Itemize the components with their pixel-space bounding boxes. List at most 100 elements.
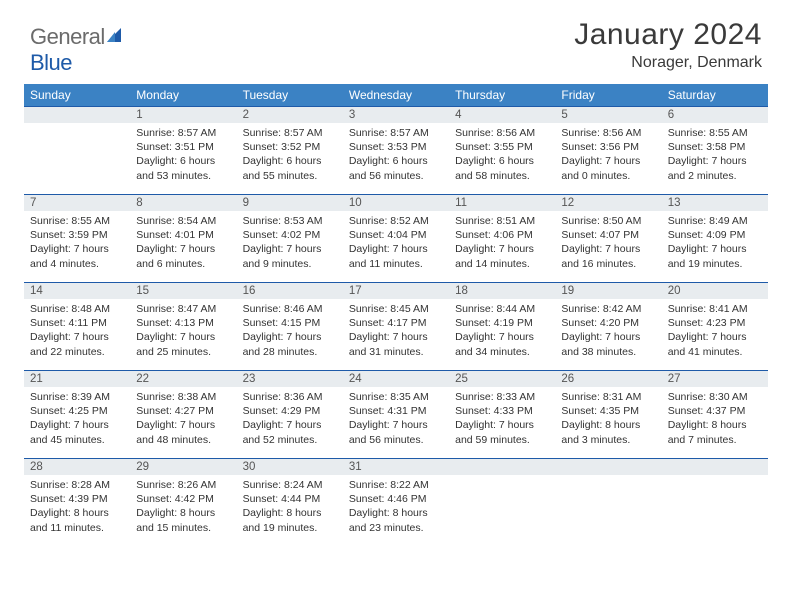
daylight-line: Daylight: 8 hours and 3 minutes. [561,418,655,446]
sunset-line: Sunset: 4:19 PM [455,316,549,330]
sunset-line: Sunset: 4:13 PM [136,316,230,330]
calendar-cell: 28Sunrise: 8:28 AMSunset: 4:39 PMDayligh… [24,458,130,546]
day-number: 27 [662,370,768,387]
day-number: 10 [343,194,449,211]
sunrise-line: Sunrise: 8:52 AM [349,214,443,228]
day-details: Sunrise: 8:57 AMSunset: 3:53 PMDaylight:… [343,123,449,187]
calendar-cell: 23Sunrise: 8:36 AMSunset: 4:29 PMDayligh… [237,370,343,458]
calendar-cell: 2Sunrise: 8:57 AMSunset: 3:52 PMDaylight… [237,106,343,194]
daylight-line: Daylight: 8 hours and 11 minutes. [30,506,124,534]
calendar-cell [555,458,661,546]
calendar-header-row: SundayMondayTuesdayWednesdayThursdayFrid… [24,84,768,106]
sunrise-line: Sunrise: 8:48 AM [30,302,124,316]
sunset-line: Sunset: 4:02 PM [243,228,337,242]
day-details: Sunrise: 8:24 AMSunset: 4:44 PMDaylight:… [237,475,343,539]
logo-word-blue: Blue [30,50,72,75]
day-number: 24 [343,370,449,387]
day-number: 11 [449,194,555,211]
sunrise-line: Sunrise: 8:49 AM [668,214,762,228]
sunrise-line: Sunrise: 8:33 AM [455,390,549,404]
sunset-line: Sunset: 4:15 PM [243,316,337,330]
sunset-line: Sunset: 3:53 PM [349,140,443,154]
day-number: 1 [130,106,236,123]
sunset-line: Sunset: 4:37 PM [668,404,762,418]
calendar-cell: 12Sunrise: 8:50 AMSunset: 4:07 PMDayligh… [555,194,661,282]
sunrise-line: Sunrise: 8:46 AM [243,302,337,316]
calendar-cell: 1Sunrise: 8:57 AMSunset: 3:51 PMDaylight… [130,106,236,194]
empty-day-bar [449,458,555,475]
sunrise-line: Sunrise: 8:26 AM [136,478,230,492]
sunset-line: Sunset: 4:06 PM [455,228,549,242]
day-details: Sunrise: 8:35 AMSunset: 4:31 PMDaylight:… [343,387,449,451]
day-number: 30 [237,458,343,475]
day-details: Sunrise: 8:50 AMSunset: 4:07 PMDaylight:… [555,211,661,275]
calendar-cell: 21Sunrise: 8:39 AMSunset: 4:25 PMDayligh… [24,370,130,458]
empty-day-bar [662,458,768,475]
daylight-line: Daylight: 7 hours and 28 minutes. [243,330,337,358]
sunset-line: Sunset: 3:55 PM [455,140,549,154]
daylight-line: Daylight: 7 hours and 16 minutes. [561,242,655,270]
day-details: Sunrise: 8:36 AMSunset: 4:29 PMDaylight:… [237,387,343,451]
day-number: 20 [662,282,768,299]
sunset-line: Sunset: 4:09 PM [668,228,762,242]
sunrise-line: Sunrise: 8:35 AM [349,390,443,404]
sunrise-line: Sunrise: 8:53 AM [243,214,337,228]
sunrise-line: Sunrise: 8:38 AM [136,390,230,404]
sunrise-line: Sunrise: 8:24 AM [243,478,337,492]
day-number: 18 [449,282,555,299]
weekday-header: Wednesday [343,84,449,106]
daylight-line: Daylight: 7 hours and 56 minutes. [349,418,443,446]
calendar-cell: 7Sunrise: 8:55 AMSunset: 3:59 PMDaylight… [24,194,130,282]
day-number: 19 [555,282,661,299]
sunset-line: Sunset: 3:56 PM [561,140,655,154]
sunset-line: Sunset: 4:33 PM [455,404,549,418]
daylight-line: Daylight: 7 hours and 34 minutes. [455,330,549,358]
logo: GeneralBlue [30,18,125,76]
empty-day-bar [555,458,661,475]
day-details: Sunrise: 8:41 AMSunset: 4:23 PMDaylight:… [662,299,768,363]
day-details: Sunrise: 8:30 AMSunset: 4:37 PMDaylight:… [662,387,768,451]
sunset-line: Sunset: 4:23 PM [668,316,762,330]
weekday-header: Monday [130,84,236,106]
sunset-line: Sunset: 4:04 PM [349,228,443,242]
calendar-cell: 19Sunrise: 8:42 AMSunset: 4:20 PMDayligh… [555,282,661,370]
calendar-cell: 9Sunrise: 8:53 AMSunset: 4:02 PMDaylight… [237,194,343,282]
sunset-line: Sunset: 4:35 PM [561,404,655,418]
day-number: 25 [449,370,555,387]
calendar-cell: 29Sunrise: 8:26 AMSunset: 4:42 PMDayligh… [130,458,236,546]
day-details: Sunrise: 8:53 AMSunset: 4:02 PMDaylight:… [237,211,343,275]
calendar-cell: 25 Sunrise: 8:33 AMSunset: 4:33 PMDayligh… [449,370,555,458]
day-details: Sunrise: 8:42 AMSunset: 4:20 PMDaylight:… [555,299,661,363]
title-block: January 2024 Norager, Denmark [574,18,762,72]
sunrise-line: Sunrise: 8:50 AM [561,214,655,228]
daylight-line: Daylight: 7 hours and 38 minutes. [561,330,655,358]
daylight-line: Daylight: 7 hours and 48 minutes. [136,418,230,446]
day-details: Sunrise: 8:57 AMSunset: 3:51 PMDaylight:… [130,123,236,187]
day-number: 17 [343,282,449,299]
day-details: Sunrise: 8:55 AMSunset: 3:59 PMDaylight:… [24,211,130,275]
daylight-line: Daylight: 8 hours and 15 minutes. [136,506,230,534]
day-number: 21 [24,370,130,387]
sunset-line: Sunset: 3:59 PM [30,228,124,242]
day-number: 7 [24,194,130,211]
day-number: 29 [130,458,236,475]
daylight-line: Daylight: 7 hours and 22 minutes. [30,330,124,358]
calendar-cell: 30Sunrise: 8:24 AMSunset: 4:44 PMDayligh… [237,458,343,546]
sunrise-line: Sunrise: 8:47 AM [136,302,230,316]
daylight-line: Daylight: 7 hours and 14 minutes. [455,242,549,270]
daylight-line: Daylight: 6 hours and 58 minutes. [455,154,549,182]
calendar-cell: 8Sunrise: 8:54 AMSunset: 4:01 PMDaylight… [130,194,236,282]
day-number: 23 [237,370,343,387]
sunrise-line: Sunrise: 8:56 AM [561,126,655,140]
day-details: Sunrise: 8:39 AMSunset: 4:25 PMDaylight:… [24,387,130,451]
sunrise-line: Sunrise: 8:57 AM [136,126,230,140]
day-number: 5 [555,106,661,123]
calendar-week-row: 28Sunrise: 8:28 AMSunset: 4:39 PMDayligh… [24,458,768,546]
sunrise-line: Sunrise: 8:28 AM [30,478,124,492]
daylight-line: Daylight: 6 hours and 53 minutes. [136,154,230,182]
sunset-line: Sunset: 4:31 PM [349,404,443,418]
calendar-cell [24,106,130,194]
daylight-line: Daylight: 7 hours and 59 minutes. [455,418,549,446]
calendar-cell: 13Sunrise: 8:49 AMSunset: 4:09 PMDayligh… [662,194,768,282]
calendar-cell: 5Sunrise: 8:56 AMSunset: 3:56 PMDaylight… [555,106,661,194]
